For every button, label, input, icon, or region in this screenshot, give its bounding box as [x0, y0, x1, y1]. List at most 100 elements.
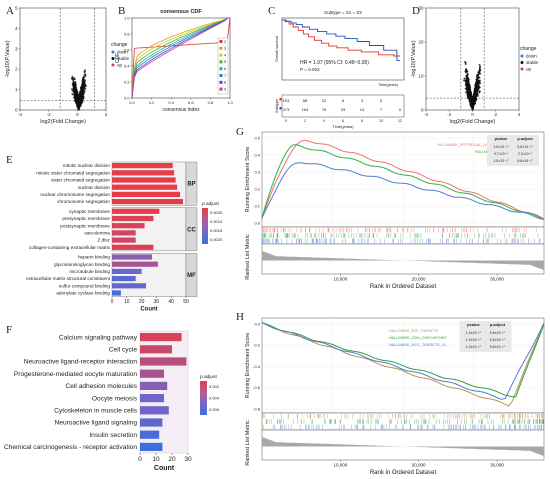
category-label: Cell adhesion molecules: [66, 383, 138, 390]
x-tick-label: 10,000: [333, 463, 347, 468]
data-point: [478, 71, 481, 74]
x-tick-label: 0: [76, 112, 79, 117]
legend-entry: stable: [526, 60, 539, 65]
data-point: [477, 76, 480, 78]
data-point: [478, 67, 481, 69]
risk-tick-label: 8: [361, 119, 363, 123]
category-label: glycosaminoglycan binding: [54, 262, 110, 267]
data-point: [471, 108, 474, 111]
bar: [112, 268, 142, 274]
annotation: HR = 1.97 (95% CI: 0.48~0.95): [300, 60, 369, 66]
data-point: [473, 97, 475, 100]
risk-table-cell: 373: [283, 107, 290, 112]
data-point: [79, 103, 82, 106]
category-label: nuclear division: [78, 185, 111, 190]
colorbar-tick-label: 0.0015: [210, 228, 223, 233]
risk-table-cell: 14: [360, 107, 365, 112]
data-point: [78, 106, 81, 109]
legend-entry: 3: [224, 47, 226, 51]
data-point: [470, 92, 472, 95]
y-tick-label: 20: [418, 40, 424, 45]
risk-row-swatch: [279, 107, 282, 110]
y-tick-label: 0.8: [124, 31, 130, 36]
x-tick-label: 0.4: [168, 100, 174, 105]
y-tick-label: -0.2: [253, 343, 261, 348]
y-axis-label: -log10(P.Value): [411, 40, 417, 77]
y-axis-label: Running Enrichment Score: [245, 147, 251, 213]
panel-label-c: C: [268, 5, 275, 17]
legend-swatch: [520, 54, 524, 58]
legend-entry: 7: [224, 74, 226, 78]
series-line: [131, 17, 230, 99]
x-tick-label: 0: [471, 112, 474, 117]
category-label: Neuroactive ligand signaling: [55, 420, 138, 427]
x-axis-label: consensus index: [162, 107, 200, 113]
bar: [112, 237, 136, 243]
data-point: [475, 86, 478, 89]
data-point: [71, 75, 74, 78]
y-tick-label: 4: [15, 26, 18, 31]
category-label: Progesterone-mediated oocyte maturation: [14, 371, 137, 378]
bar: [140, 406, 169, 415]
data-point: [77, 108, 80, 111]
x-tick-label: 20,000: [412, 463, 426, 468]
x-axis-label: log2(Fold Change): [450, 119, 496, 125]
y-axis-label: Running Enrichment Score: [245, 333, 251, 399]
panel-label-a: A: [6, 5, 14, 17]
y-tick-label: 3: [15, 46, 18, 51]
data-point: [477, 84, 480, 87]
survival-line: [282, 19, 400, 57]
survival-line: [282, 19, 400, 62]
y-tick-label: -0.6: [253, 385, 261, 390]
data-point: [478, 63, 481, 66]
bar: [112, 283, 147, 289]
data-point: [469, 96, 472, 98]
colorbar-tick-label: 0.0010: [210, 219, 223, 224]
data-point: [477, 73, 480, 76]
x-tick-label: 30,000: [490, 463, 504, 468]
x-tick-label: -4: [424, 112, 428, 117]
risk-table-cell: 76: [322, 107, 327, 112]
data-point: [84, 73, 87, 76]
data-point: [475, 85, 478, 88]
data-point: [474, 97, 477, 100]
data-point: [475, 78, 478, 81]
data-point: [466, 73, 469, 75]
y-tick-label: 0: [421, 108, 424, 113]
data-point: [464, 80, 467, 82]
legend-entry: up: [117, 63, 123, 68]
legend-swatch: [111, 57, 115, 60]
category-label: mitotic nuclear division: [63, 163, 111, 168]
y-tick-label: 0.4: [254, 152, 260, 157]
facet-strip: [185, 161, 198, 206]
x-tick-label: 30,000: [490, 277, 504, 282]
stats-pvalue: 1.0×10⁻¹⁰: [466, 345, 482, 349]
stats-padjust: 5.6×10⁻¹⁰: [490, 331, 506, 335]
gsea-plot-h: -0.8 -0.6 -0.4 -0.2 0.0 HALLMARK_E2F_TARGETS H…: [245, 317, 545, 476]
data-point: [77, 102, 80, 105]
stats-table: [487, 135, 539, 166]
risk-x-label: Time(years): [332, 124, 354, 129]
y-axis-label-metric: Ranked List Metric: [245, 234, 251, 280]
stats-header: p.adjust: [517, 136, 533, 141]
y-tick-label: 1.0: [124, 15, 130, 20]
x-tick-label: 2: [105, 112, 108, 117]
data-point: [467, 82, 470, 85]
enrichment-curve: [261, 144, 545, 221]
colorbar-tick-label: 0.006: [209, 407, 220, 412]
annotation: P = 0.022: [300, 67, 320, 72]
x-tick-label: 10,000: [333, 277, 347, 282]
risk-table-cell: 33: [341, 107, 346, 112]
facet-panel: [111, 207, 187, 252]
stats-header: pvalue: [495, 136, 508, 141]
panel-label-e: E: [6, 154, 13, 166]
y-tick-label: 0: [15, 108, 18, 113]
legend-entry: 8: [224, 81, 226, 85]
data-point: [466, 93, 469, 96]
y-tick-label: 1: [15, 87, 18, 92]
legend-entry: 4: [224, 53, 226, 57]
stats-header: pvalue: [467, 322, 480, 327]
data-point: [464, 61, 467, 64]
data-point: [468, 84, 471, 87]
data-point: [81, 79, 84, 82]
